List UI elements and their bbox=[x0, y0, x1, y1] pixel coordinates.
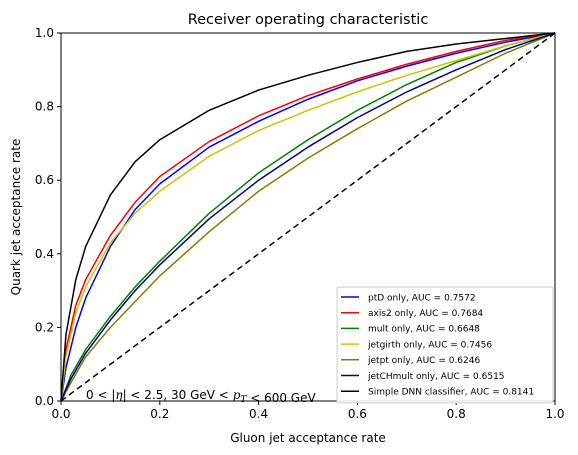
kinematic-cut-annotation: 0 < |η| < 2.5, 30 GeV < pT < 600 GeV bbox=[86, 388, 316, 405]
x-tick-label: 0.2 bbox=[150, 407, 169, 421]
legend-entry-label: axis2 only, AUC = 0.7684 bbox=[368, 309, 483, 319]
legend-entry-label: jetpt only, AUC = 0.6246 bbox=[367, 356, 480, 366]
y-tick-label: 0.8 bbox=[35, 100, 54, 114]
legend-entry-label: jetCHmult only, AUC = 0.6515 bbox=[367, 372, 505, 382]
series-line-6 bbox=[60, 32, 556, 402]
x-axis-label: Gluon jet acceptance rate bbox=[230, 431, 386, 445]
x-tick-label: 0.0 bbox=[51, 407, 70, 421]
legend-entry-label: ptD only, AUC = 0.7572 bbox=[368, 293, 476, 303]
series-line-5 bbox=[60, 32, 556, 402]
series-line-0 bbox=[60, 32, 556, 402]
x-tick-label: 0.6 bbox=[348, 407, 367, 421]
reference-diagonal-line bbox=[60, 32, 556, 402]
x-tick-label: 1.0 bbox=[545, 407, 564, 421]
legend-entry-label: jetgirth only, AUC = 0.7456 bbox=[367, 340, 492, 350]
legend-entry-label: mult only, AUC = 0.6648 bbox=[368, 325, 480, 335]
chart-title: Receiver operating characteristic bbox=[188, 12, 429, 28]
y-tick-label: 0.4 bbox=[35, 247, 54, 261]
y-tick-label: 0.0 bbox=[35, 394, 54, 408]
legend-entry-label: Simple DNN classifier, AUC = 0.8141 bbox=[368, 388, 534, 398]
y-axis-label: Quark jet acceptance rate bbox=[9, 139, 23, 296]
y-tick-label: 0.6 bbox=[35, 173, 54, 187]
y-tick-label: 1.0 bbox=[35, 26, 54, 40]
series-line-4 bbox=[60, 32, 556, 402]
x-tick-label: 0.4 bbox=[249, 407, 268, 421]
legend-box bbox=[336, 286, 554, 404]
series-line-1 bbox=[60, 32, 556, 402]
series-line-2 bbox=[60, 32, 556, 402]
plot-area: 0.0 0.2 0.4 0.6 0.8 1.0 0.0 0.2 0.4 0.6 0.8 1.0 0 < … bbox=[35, 26, 565, 421]
axes-frame bbox=[60, 32, 556, 402]
y-tick-label: 0.2 bbox=[35, 320, 54, 334]
series-line-3 bbox=[60, 32, 556, 402]
x-tick-label: 0.8 bbox=[447, 407, 466, 421]
